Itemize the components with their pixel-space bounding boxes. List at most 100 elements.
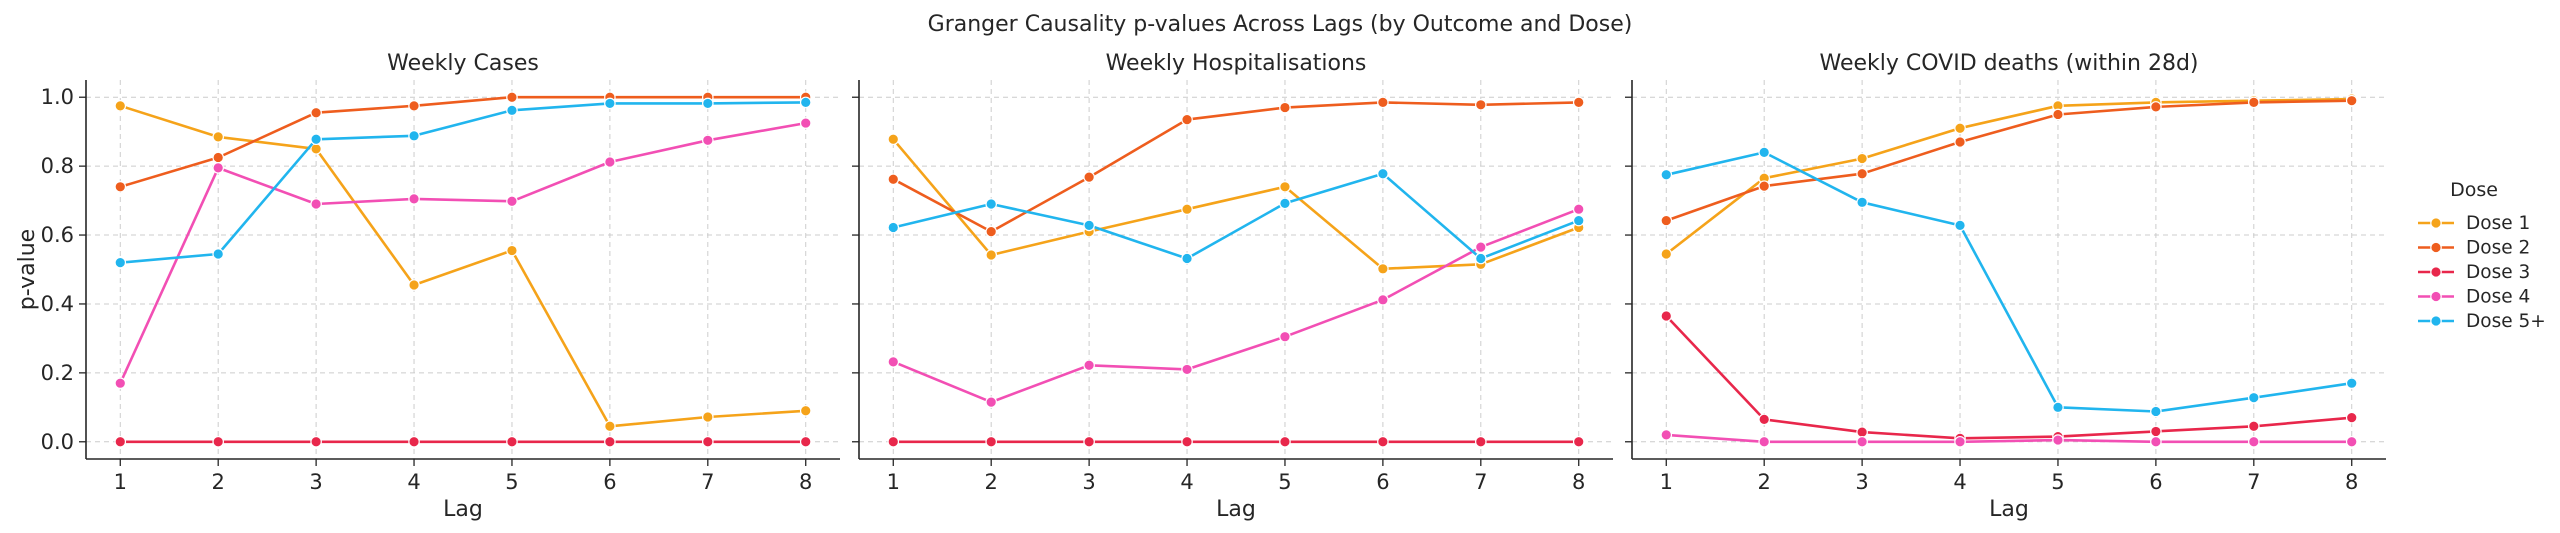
data-point (506, 104, 518, 117)
x-tick-label: 3 (309, 470, 322, 494)
data-point (1083, 171, 1095, 183)
data-point (2052, 401, 2064, 414)
data-point (887, 221, 900, 234)
data-point (1856, 196, 1868, 209)
data-point (887, 173, 900, 186)
x-tick-label: 1 (114, 470, 127, 494)
data-point (2150, 435, 2162, 448)
x-tick-label: 7 (2247, 470, 2260, 494)
data-point (1279, 435, 1291, 448)
data-point (1279, 181, 1291, 193)
data-point (702, 134, 714, 147)
x-axis-label: Lag (1216, 497, 1256, 522)
series-line (1666, 433, 2352, 444)
panel-1: 0.0 0.2 0.4 0.6 0.8 1.0 1 2 3 4 5 6 7 8 Weekly Cases La… (15, 51, 840, 522)
x-tick-label: 6 (1376, 470, 1389, 494)
data-point (1758, 435, 1770, 448)
legend-label: Dose 5+ (2466, 311, 2546, 332)
data-point (2248, 435, 2260, 448)
data-point (702, 411, 714, 423)
data-point (702, 97, 714, 110)
data-point (212, 435, 224, 448)
data-point (506, 244, 518, 257)
y-tick-label: 0.0 (41, 430, 74, 454)
data-point (1377, 435, 1389, 448)
data-point (2345, 94, 2358, 107)
legend-marker (2430, 290, 2442, 303)
x-tick-label: 4 (407, 470, 420, 494)
data-point (1660, 429, 1673, 441)
x-tick-label: 3 (1082, 470, 1095, 494)
data-point (2150, 405, 2162, 418)
data-point (1181, 113, 1193, 126)
data-point (1181, 363, 1193, 376)
data-point (1954, 435, 1966, 448)
series-line (119, 104, 806, 428)
x-tick-label: 8 (1572, 470, 1585, 494)
y-tick-label: 0.6 (41, 223, 74, 247)
series-line (1665, 97, 2352, 256)
data-point (985, 249, 997, 261)
data-point (2345, 435, 2358, 448)
data-point (1954, 136, 1966, 148)
x-tick-label: 2 (985, 470, 998, 494)
data-point (1475, 435, 1487, 448)
legend-marker (2430, 241, 2442, 254)
series-line (1665, 99, 2352, 222)
data-point (1279, 197, 1291, 210)
data-point (1660, 248, 1673, 260)
data-point (1083, 359, 1095, 372)
figure-title: Granger Causality p-values Across Lags (… (928, 12, 1633, 37)
data-point (799, 96, 812, 109)
data-point (1660, 310, 1673, 322)
x-tick-label: 5 (2051, 470, 2064, 494)
data-point (408, 100, 420, 112)
data-point (408, 279, 420, 291)
series-line (120, 101, 806, 264)
series-line (892, 101, 1579, 233)
data-point (1660, 214, 1673, 227)
legend-label: Dose 2 (2466, 238, 2530, 259)
data-point (114, 256, 127, 269)
panel-title: Weekly Cases (387, 51, 539, 76)
data-point (2052, 434, 2064, 446)
x-tick-label: 1 (887, 470, 900, 494)
data-point (1758, 180, 1770, 192)
legend-marker (2430, 315, 2442, 327)
x-tick-label: 4 (1180, 470, 1193, 494)
data-point (114, 377, 127, 389)
panel-3: 1 2 3 4 5 6 7 8 Weekly COVID deaths (within 28d)… (1625, 51, 2386, 522)
data-point (2345, 377, 2358, 389)
data-point (1377, 263, 1389, 275)
data-point (1758, 413, 1770, 426)
data-point (604, 156, 616, 168)
data-point (310, 198, 322, 210)
data-point (1083, 219, 1095, 232)
data-point (985, 435, 997, 448)
data-point (2248, 391, 2260, 404)
data-point (1279, 330, 1291, 343)
x-tick-label: 5 (1278, 470, 1291, 494)
legend-marker (2430, 217, 2442, 229)
data-point (2345, 411, 2358, 424)
data-point (604, 97, 616, 110)
data-point (1856, 435, 1868, 448)
data-point (2248, 420, 2260, 433)
data-point (408, 193, 420, 205)
data-point (310, 133, 322, 146)
x-tick-label: 8 (2345, 470, 2358, 494)
x-tick-label: 2 (212, 470, 225, 494)
y-tick-label: 0.8 (41, 154, 74, 178)
y-tick-label: 0.4 (41, 292, 74, 316)
data-point (985, 225, 997, 238)
series-line (892, 138, 1580, 271)
series-line (119, 95, 806, 189)
data-point (1572, 435, 1585, 448)
data-point (1856, 426, 1868, 438)
data-point (2150, 425, 2162, 438)
y-tick-label: 0.2 (41, 361, 74, 385)
data-point (1377, 167, 1389, 180)
data-point (506, 435, 518, 448)
data-point (114, 100, 127, 112)
